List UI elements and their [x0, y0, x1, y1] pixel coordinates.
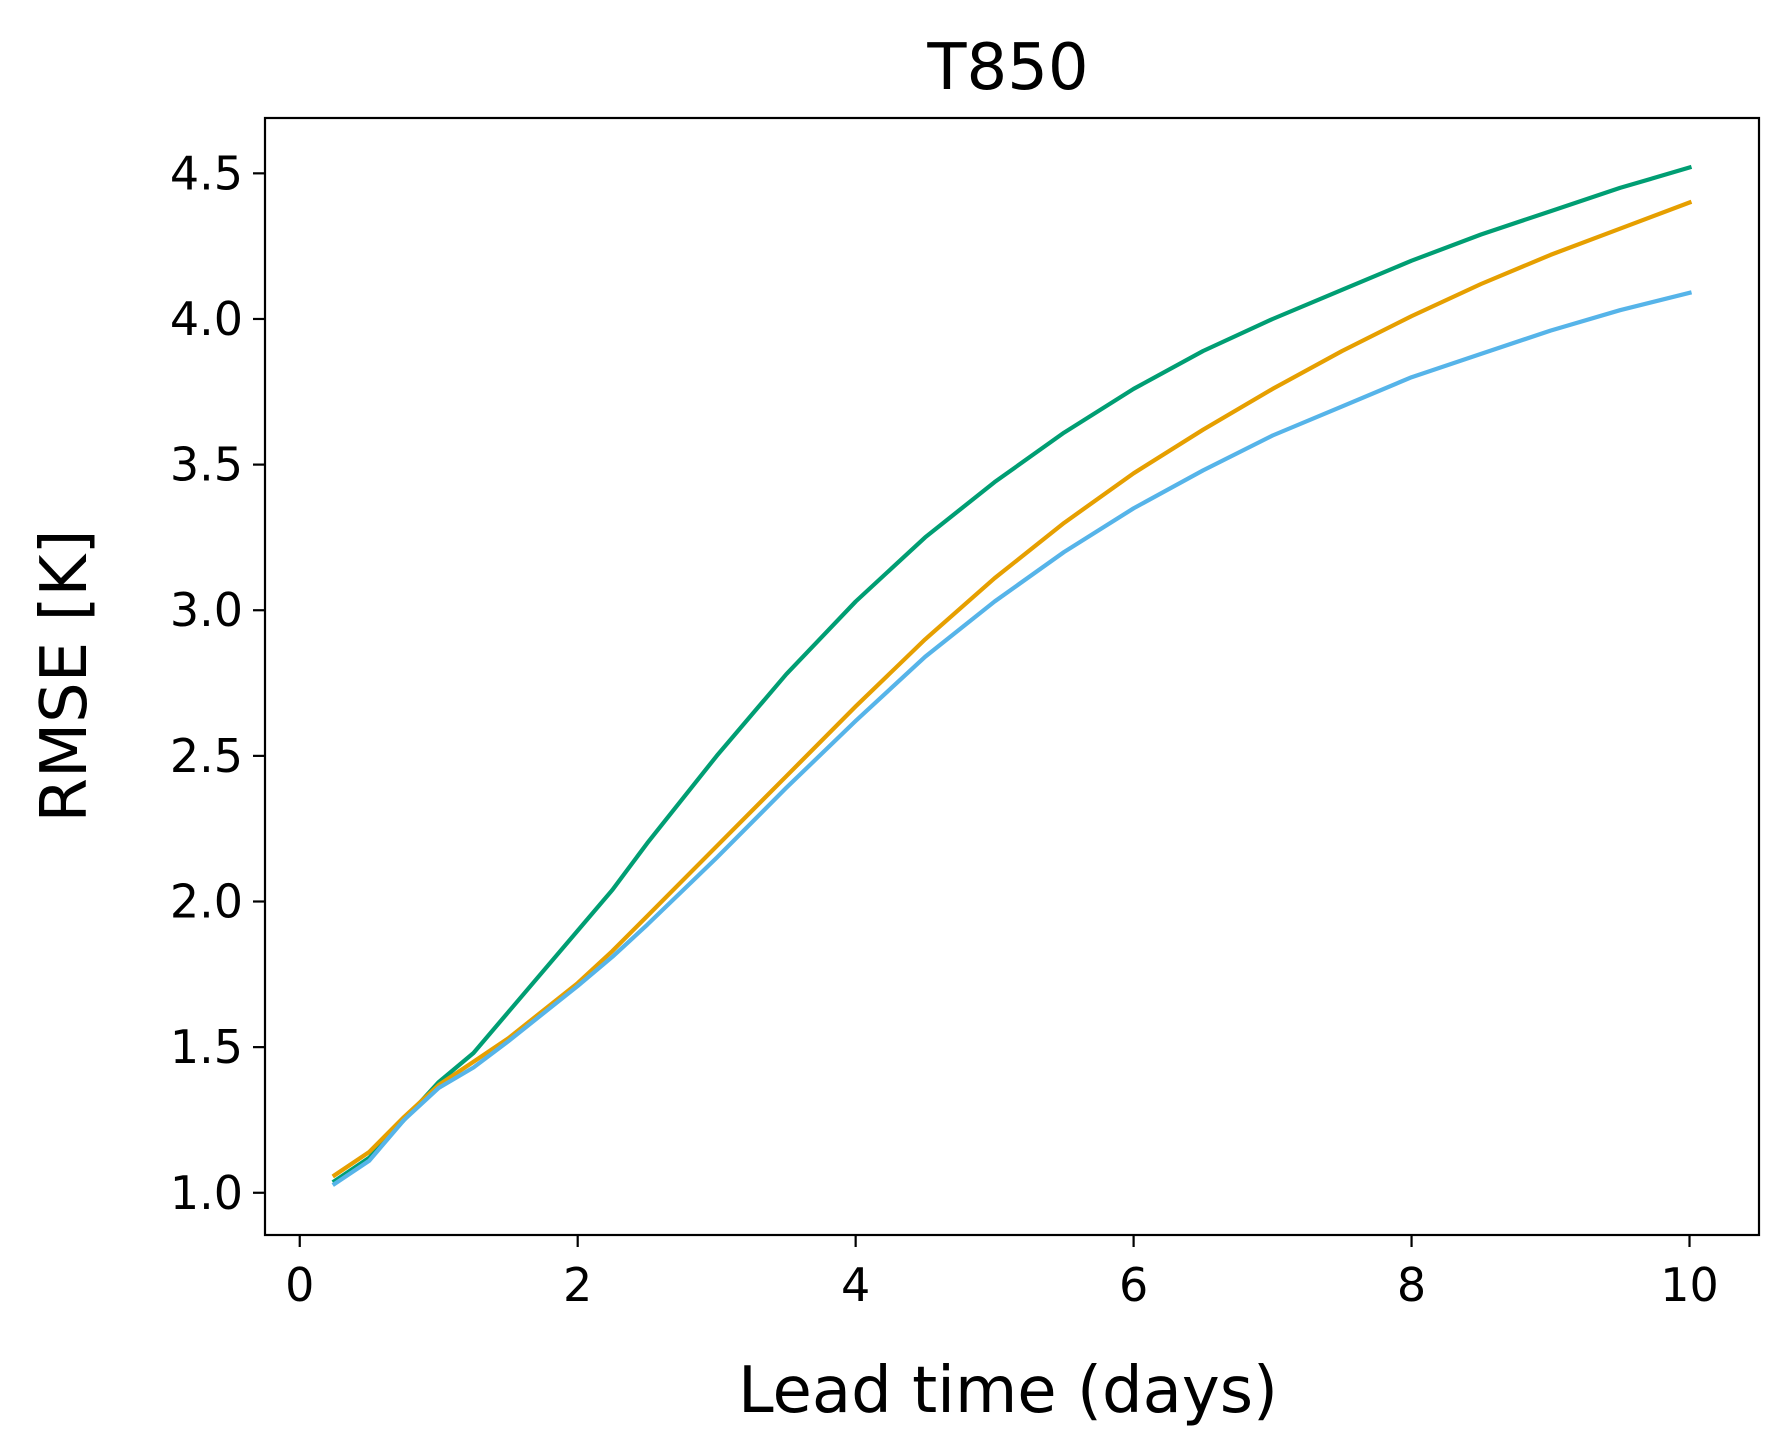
- x-tick-label: 6: [1119, 1258, 1148, 1312]
- plot-frame: [263, 116, 1761, 1237]
- y-tick-label: 3.5: [170, 438, 243, 492]
- x-tick-label: 0: [285, 1258, 314, 1312]
- x-axis-title: Lead time (days): [738, 1354, 1278, 1428]
- y-axis: 1.0 1.5 2.0 2.5 3.0 3.5 4.0 4.5: [170, 146, 265, 1220]
- series-line-1: [331, 164, 1693, 1185]
- x-axis: 0 2 4 6 8 10: [285, 1235, 1719, 1312]
- y-tick-label: 4.5: [170, 146, 243, 200]
- x-tick-label: 10: [1660, 1258, 1719, 1312]
- series-line-2: [331, 199, 1693, 1179]
- y-tick-label: 2.0: [170, 875, 243, 929]
- y-tick-label: 2.5: [170, 729, 243, 783]
- y-tick-label: 3.0: [170, 583, 243, 637]
- chart-title: T850: [926, 31, 1088, 105]
- y-tick-label: 4.0: [170, 292, 243, 346]
- y-tick-label: 1.0: [170, 1166, 243, 1220]
- series-line-3: [331, 290, 1693, 1187]
- y-axis-title: RMSE [K]: [28, 530, 102, 823]
- x-tick-label: 2: [563, 1258, 592, 1312]
- series-layer: [331, 164, 1693, 1187]
- x-tick-label: 4: [841, 1258, 870, 1312]
- y-tick-label: 1.5: [170, 1020, 243, 1074]
- x-tick-label: 8: [1397, 1258, 1426, 1312]
